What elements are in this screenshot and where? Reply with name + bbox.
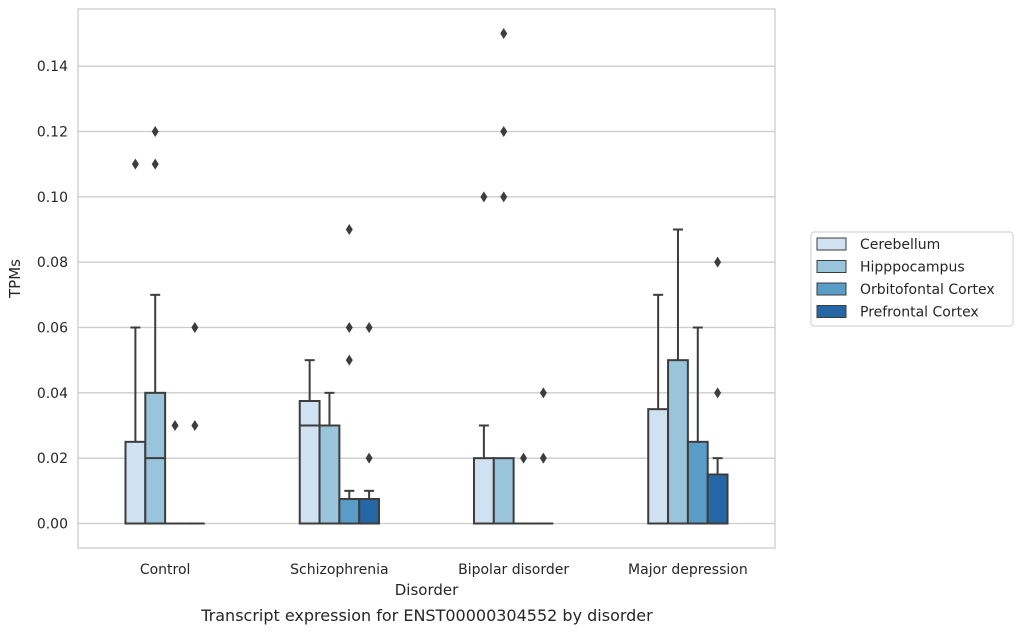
box-1-2 bbox=[492, 28, 515, 525]
y-tick-label: 0.02 bbox=[37, 451, 68, 467]
plot-frame bbox=[77, 8, 776, 549]
box-0-0 bbox=[124, 158, 147, 525]
box-0-1 bbox=[298, 359, 321, 525]
box-body bbox=[647, 408, 670, 525]
y-tick-label: 0.08 bbox=[37, 255, 68, 271]
outlier-point bbox=[500, 28, 508, 39]
y-tick-label: 0.10 bbox=[37, 190, 68, 206]
box-2-3 bbox=[686, 326, 709, 525]
box-0-3 bbox=[647, 293, 670, 525]
box-1-3 bbox=[667, 228, 689, 525]
outlier-point bbox=[345, 354, 353, 366]
y-axis-ticks: 0.00 0.02 0.04 0.06 0.08 0.10 0.12 0.14 bbox=[37, 59, 68, 532]
outlier-point bbox=[151, 158, 159, 170]
x-tick-label: Major depression bbox=[628, 562, 748, 578]
outlier-point bbox=[480, 191, 488, 203]
legend-swatch bbox=[816, 282, 847, 296]
box-1-1 bbox=[318, 391, 341, 525]
outlier-point bbox=[365, 322, 373, 333]
y-tick-label: 0.00 bbox=[37, 517, 68, 533]
box-3-0 bbox=[184, 322, 205, 525]
y-tick-label: 0.06 bbox=[37, 321, 68, 337]
legend-label: Orbitofontal Cortex bbox=[860, 282, 995, 298]
box-body bbox=[338, 498, 361, 525]
box-1-0 bbox=[144, 126, 167, 525]
x-tick-label: Control bbox=[140, 562, 191, 578]
legend: Cerebellum Hipppocampus Orbitofontal Corte… bbox=[810, 231, 1014, 327]
outlier-point bbox=[500, 126, 508, 137]
outlier-point bbox=[191, 420, 199, 431]
box-2-2 bbox=[513, 452, 534, 525]
outlier-point bbox=[365, 452, 373, 464]
y-tick-label: 0.12 bbox=[37, 125, 68, 141]
legend-swatch bbox=[816, 260, 847, 273]
outlier-point bbox=[345, 224, 353, 235]
x-tick-label: Schizophrenia bbox=[290, 562, 388, 578]
legend-label: Prefrontal Cortex bbox=[860, 305, 979, 321]
box-0-2 bbox=[472, 191, 495, 525]
box-body bbox=[358, 498, 381, 525]
y-tick-label: 0.14 bbox=[37, 59, 68, 75]
outlier-point bbox=[539, 387, 547, 399]
x-axis-label: Disorder bbox=[395, 581, 459, 599]
box-3-1 bbox=[358, 322, 381, 525]
box-2-1 bbox=[338, 224, 361, 525]
legend-swatch bbox=[816, 305, 847, 318]
legend-frame bbox=[810, 231, 1014, 327]
x-axis-ticks: Control Schizophrenia Bipolar disorder Majo… bbox=[140, 562, 748, 578]
box-body bbox=[706, 473, 729, 525]
plot-boxes bbox=[124, 28, 729, 525]
outlier-point bbox=[520, 452, 528, 464]
legend-label: Cerebellum bbox=[860, 237, 940, 253]
box-body bbox=[667, 359, 689, 525]
outlier-point bbox=[714, 256, 722, 268]
y-axis-label: TPMs bbox=[6, 259, 24, 299]
figure-caption: Transcript expression for ENST0000030455… bbox=[201, 606, 653, 625]
outlier-point bbox=[151, 126, 159, 137]
box-3-2 bbox=[533, 387, 554, 525]
legend-swatch bbox=[816, 237, 847, 251]
x-tick-label: Bipolar disorder bbox=[458, 562, 569, 578]
box-body bbox=[686, 440, 709, 525]
outlier-point bbox=[539, 452, 547, 464]
box-2-0 bbox=[165, 420, 185, 525]
legend-label: Hipppocampus bbox=[860, 260, 965, 276]
box-3-3 bbox=[706, 256, 729, 525]
outlier-point bbox=[131, 158, 139, 170]
box-body bbox=[318, 424, 341, 525]
box-body bbox=[298, 400, 321, 525]
outlier-point bbox=[345, 322, 353, 333]
box-body bbox=[124, 440, 147, 525]
outlier-point bbox=[500, 191, 508, 203]
outlier-point bbox=[714, 387, 722, 399]
box-body bbox=[492, 457, 515, 525]
outlier-point bbox=[171, 420, 179, 431]
box-body bbox=[472, 457, 495, 525]
y-tick-label: 0.04 bbox=[37, 386, 68, 402]
outlier-point bbox=[191, 322, 199, 333]
